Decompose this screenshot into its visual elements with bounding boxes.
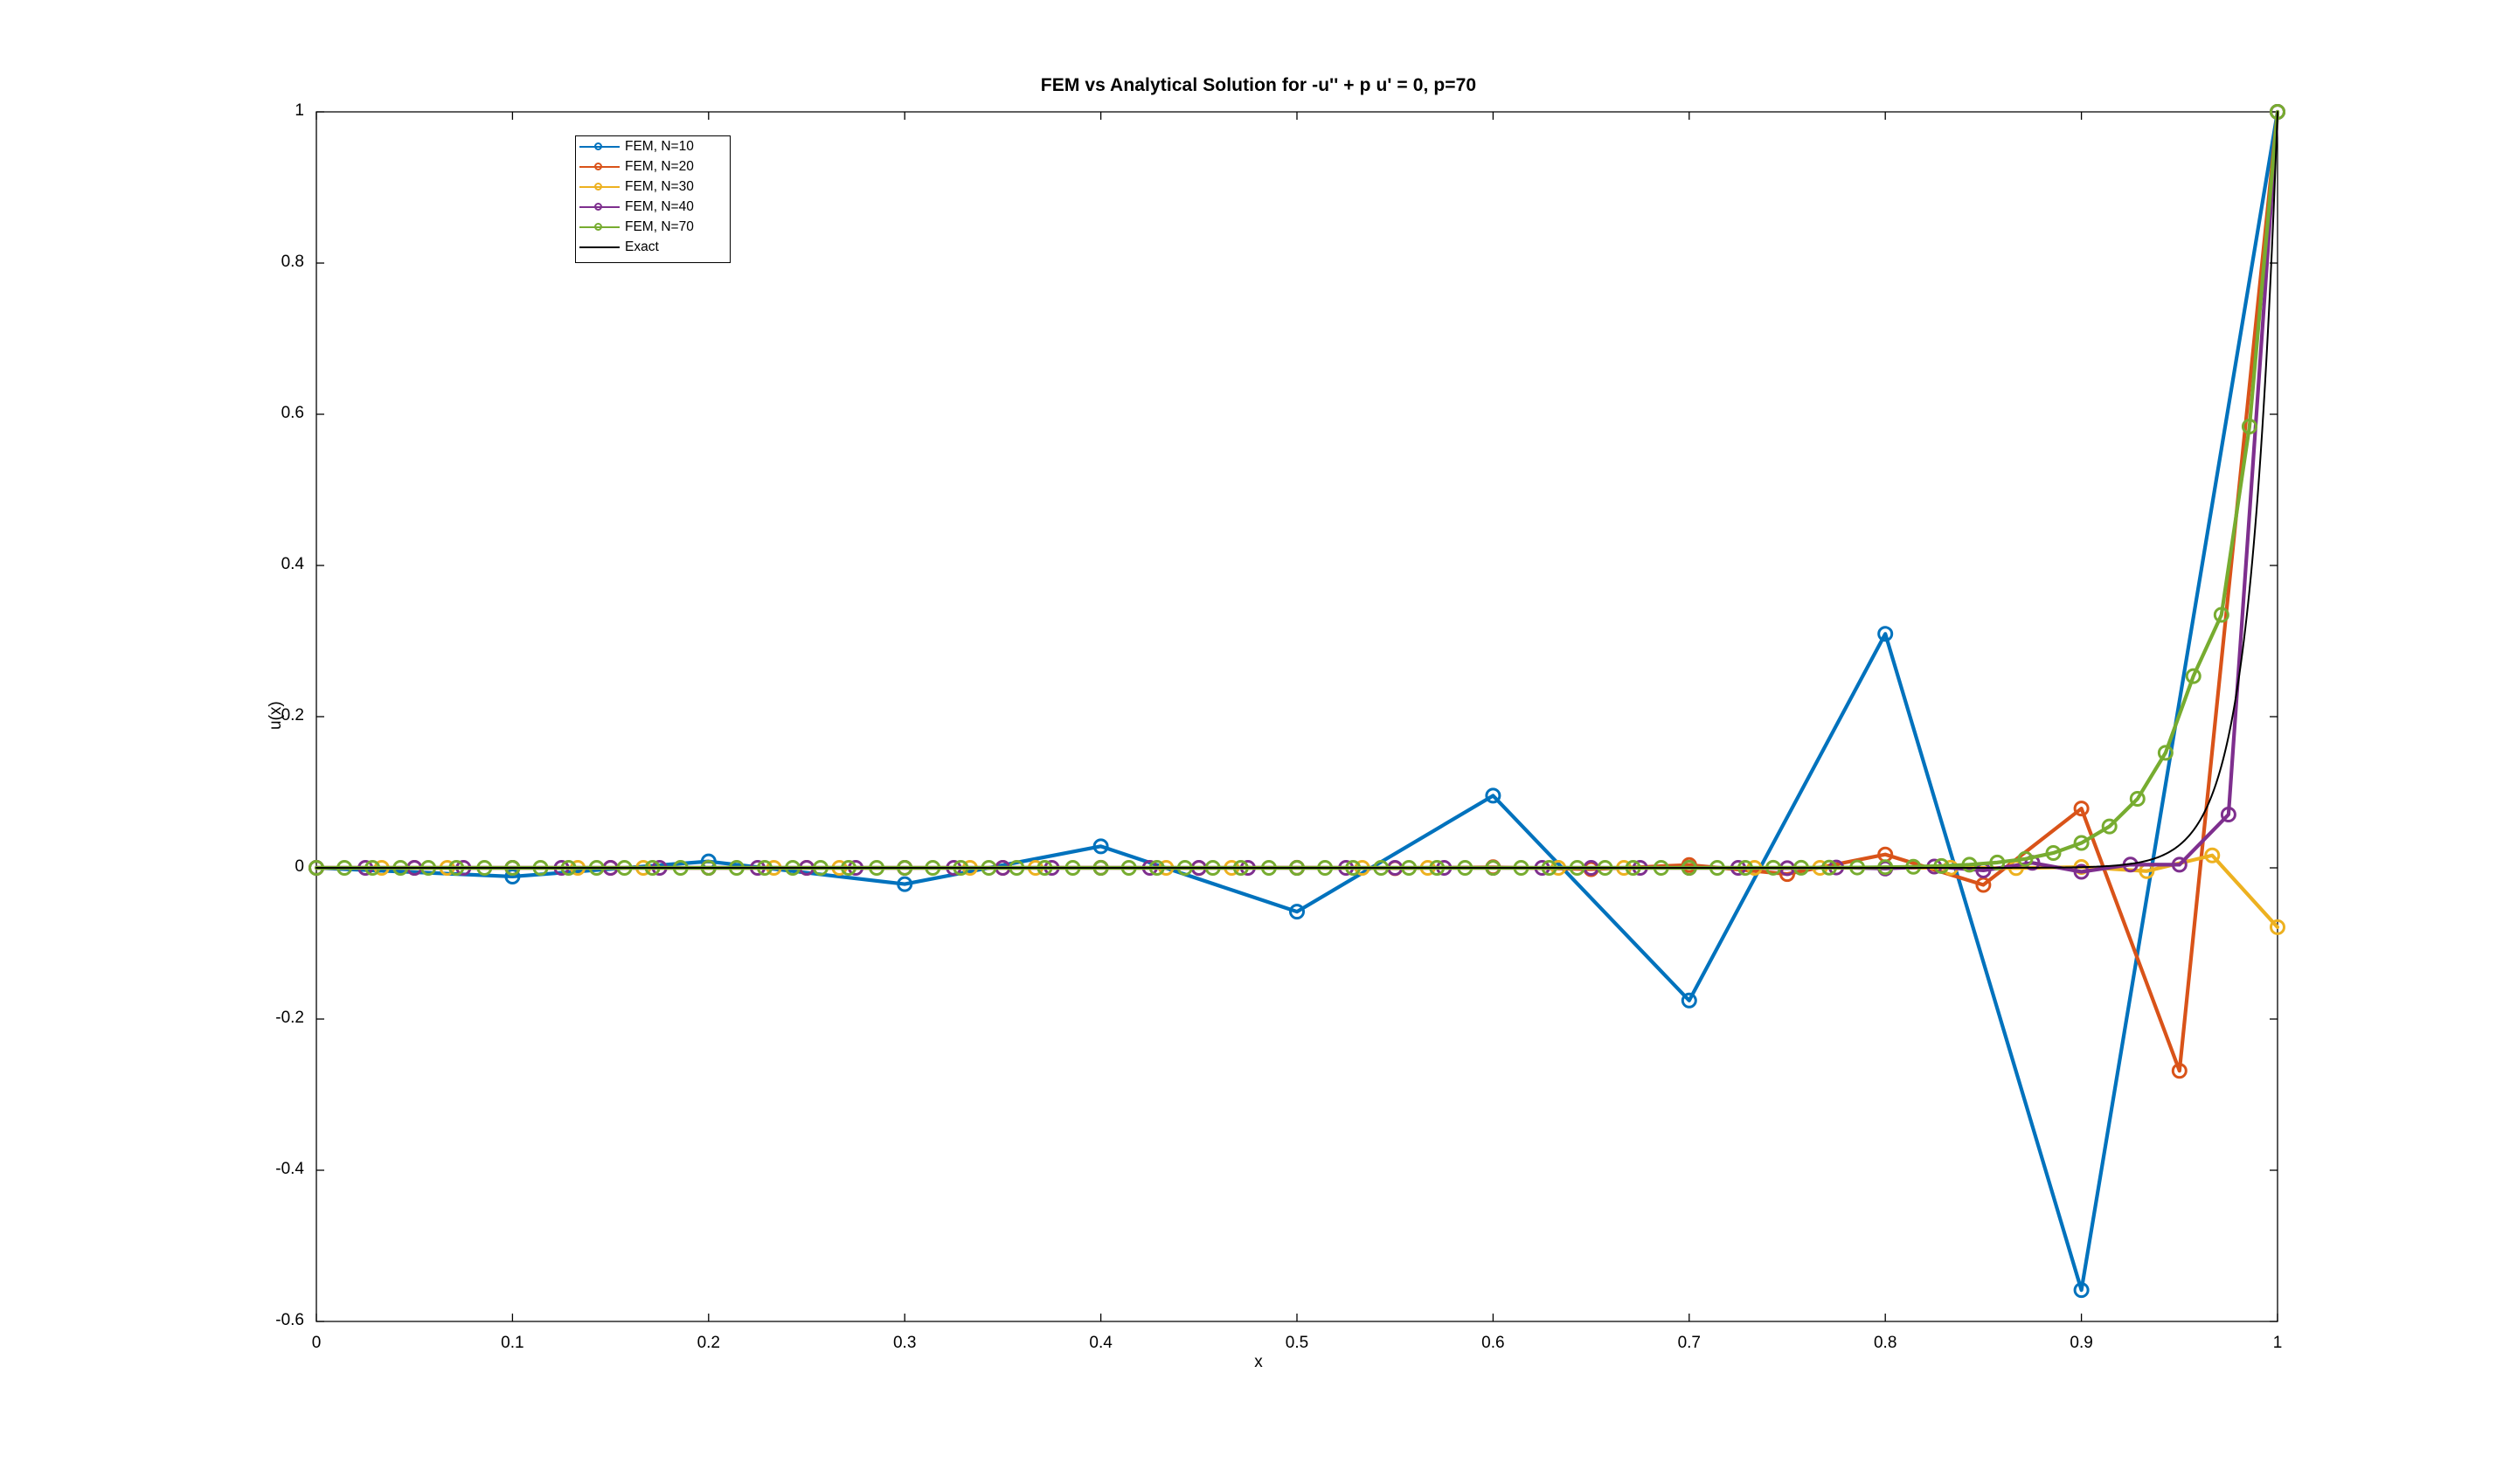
series-exact xyxy=(315,111,2278,869)
legend-label: FEM, N=30 xyxy=(625,178,694,194)
x-tick-label: 0.7 xyxy=(1677,1334,1701,1352)
data-point-marker xyxy=(2017,850,2034,867)
y-tick-label: 0.8 xyxy=(281,253,304,271)
x-tick-label: 0.9 xyxy=(2070,1334,2093,1352)
data-point-marker xyxy=(2270,919,2285,935)
x-tick-label: 1 xyxy=(2272,1334,2283,1352)
legend-label: Exact xyxy=(625,239,659,254)
legend-circle-marker-icon xyxy=(594,222,602,231)
y-tick-label: 0 xyxy=(295,857,304,876)
legend-circle-marker-icon xyxy=(594,202,602,211)
x-tick-label: 0.4 xyxy=(1089,1334,1113,1352)
legend-label: FEM, N=20 xyxy=(625,158,694,174)
data-point-marker xyxy=(2241,419,2257,435)
legend-line-sample xyxy=(579,240,620,254)
data-point-marker xyxy=(1905,858,1922,875)
legend-label: FEM, N=40 xyxy=(625,198,694,214)
y-tick-label: 1 xyxy=(295,101,304,120)
data-point-marker xyxy=(2157,745,2174,761)
data-point-marker xyxy=(1289,904,1305,920)
page-title: FEM vs Analytical Solution for -u'' + p … xyxy=(1040,75,1477,95)
data-point-marker xyxy=(2171,1063,2188,1079)
data-point-marker xyxy=(1877,626,1894,642)
x-tick-label: 0.2 xyxy=(697,1334,720,1352)
legend-line-sample xyxy=(579,160,620,174)
legend-circle-marker-icon xyxy=(594,142,602,150)
data-point-marker xyxy=(1933,857,1950,874)
legend-line-icon xyxy=(579,246,620,249)
legend-line-sample xyxy=(579,200,620,214)
data-point-marker xyxy=(2073,801,2090,817)
legend-item-3[interactable]: FEM, N=30 xyxy=(576,177,730,197)
data-point-marker xyxy=(1092,838,1109,855)
data-point-marker xyxy=(1961,856,1978,873)
data-point-marker xyxy=(2129,791,2146,808)
legend-item-4[interactable]: FEM, N=40 xyxy=(576,197,730,217)
data-point-marker xyxy=(2213,607,2229,623)
data-point-marker xyxy=(2171,856,2188,873)
y-tick-label: 0.4 xyxy=(281,555,304,573)
y-tick-label: -0.6 xyxy=(275,1311,304,1329)
data-point-marker xyxy=(2204,847,2221,863)
data-point-marker xyxy=(2073,863,2090,880)
x-tick-label: 0 xyxy=(311,1334,322,1352)
y-tick-label: -0.4 xyxy=(275,1160,304,1178)
y-tick-label: -0.2 xyxy=(275,1009,304,1027)
data-point-marker xyxy=(1681,992,1697,1009)
x-tick-label: 0.3 xyxy=(892,1334,917,1352)
x-tick-label: 0.8 xyxy=(1873,1334,1897,1352)
data-point-marker xyxy=(1989,854,2006,870)
legend-item-2[interactable]: FEM, N=20 xyxy=(576,156,730,177)
legend-item-1[interactable]: FEM, N=10 xyxy=(576,136,730,156)
legend-line-sample xyxy=(579,180,620,194)
legend-circle-marker-icon xyxy=(594,182,602,191)
data-point-marker xyxy=(897,876,913,892)
legend-item-5[interactable]: FEM, N=70 xyxy=(576,217,730,237)
series-fem-n-10 xyxy=(309,104,2285,1299)
data-point-marker xyxy=(504,868,521,884)
data-point-marker xyxy=(2073,1282,2090,1299)
data-point-marker xyxy=(2185,668,2202,684)
x-tick-label: 0.5 xyxy=(1285,1334,1309,1352)
legend-circle-marker-icon xyxy=(594,162,602,170)
data-point-marker xyxy=(2101,818,2118,835)
x-tick-label: 0.1 xyxy=(501,1334,524,1352)
y-tick-label: 0.6 xyxy=(281,404,304,422)
data-point-marker xyxy=(1975,877,1992,893)
y-tick-label: 0.2 xyxy=(281,706,304,725)
legend-item-6[interactable]: Exact xyxy=(576,237,730,257)
data-point-marker xyxy=(2220,807,2236,823)
x-tick-label: 0.6 xyxy=(1481,1334,1505,1352)
legend-label: FEM, N=10 xyxy=(625,138,694,154)
axes-box xyxy=(315,111,2278,1322)
series-line xyxy=(314,109,2280,1293)
data-point-marker xyxy=(2045,844,2062,861)
data-point-marker xyxy=(1485,787,1501,804)
x-axis-label: x xyxy=(1254,1353,1263,1371)
data-point-marker xyxy=(2073,835,2090,851)
legend-line-sample xyxy=(579,140,620,154)
legend[interactable]: FEM, N=10 FEM, N=20 FEM, N=30 FEM, N=40 FEM,… xyxy=(575,135,731,263)
legend-line-sample xyxy=(579,220,620,234)
legend-label: FEM, N=70 xyxy=(625,218,694,234)
series-line xyxy=(315,111,2278,869)
